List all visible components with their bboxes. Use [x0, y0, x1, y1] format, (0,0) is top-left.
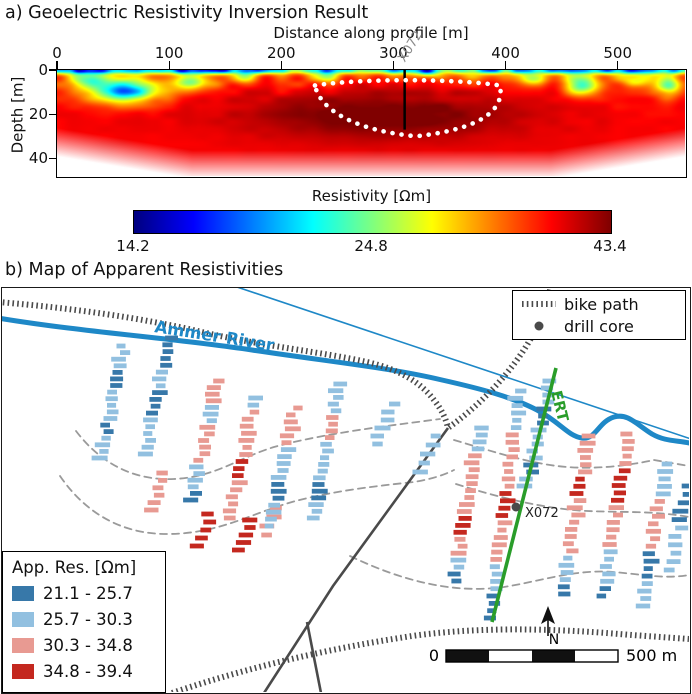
drill-core-id-label: X072 — [525, 506, 559, 521]
res-class-label: 34.8 - 39.4 — [43, 662, 133, 681]
drill-core-legend-row: drill core — [521, 315, 677, 337]
y-tick-label: 20 — [28, 105, 48, 124]
x-tick-label: 0 — [52, 44, 62, 62]
y-tick — [49, 157, 57, 160]
track-line — [305, 621, 323, 692]
res-class-row: 30.3 - 34.8 — [12, 636, 156, 655]
apparent-resistivity-legend: App. Res. [Ωm] 21.1 - 25.7 25.7 - 30.3 30.… — [2, 551, 166, 693]
x-tick — [56, 61, 58, 69]
north-arrow — [541, 606, 555, 624]
y-axis-label: Depth [m] — [8, 76, 27, 154]
x-axis-label: Distance along profile [m] — [273, 24, 469, 42]
colorbar-tick-label: 43.4 — [593, 237, 627, 255]
drill-core-marker — [511, 502, 521, 512]
drill-core-label: drill core — [564, 316, 634, 336]
north-label: N — [549, 632, 559, 648]
x-tick — [504, 61, 507, 69]
x-tick-label: 200 — [266, 44, 296, 62]
y-tick — [49, 69, 57, 71]
section-frame — [56, 69, 687, 178]
drill-core-icon — [534, 321, 544, 331]
res-class-row: 25.7 - 30.3 — [12, 610, 156, 629]
elevation-contour — [453, 439, 689, 469]
bike-path-legend-row: bike path — [521, 293, 677, 315]
y-tick-label: 40 — [28, 149, 48, 168]
map-symbol-legend: bike path drill core — [512, 290, 686, 340]
x-tick — [168, 61, 170, 69]
bike-path — [171, 626, 689, 692]
x-tick-label: 500 — [603, 44, 633, 62]
colorbar — [133, 210, 612, 234]
colorbar-label: Resistivity [Ωm] — [311, 187, 432, 205]
ert-profile-line — [490, 367, 558, 623]
panel-a-title: a) Geoelectric Resistivity Inversion Res… — [5, 3, 369, 23]
scale-bar-zero-label: 0 — [429, 646, 439, 665]
res-class-swatch — [12, 664, 34, 679]
res-class-label: 30.3 - 34.8 — [43, 636, 133, 655]
x-tick-label: 300 — [379, 44, 408, 62]
elevation-contour — [455, 483, 689, 518]
res-class-label: 25.7 - 30.3 — [43, 610, 133, 629]
x-tick — [617, 61, 619, 69]
x-tick — [280, 61, 282, 69]
y-tick — [49, 113, 57, 115]
x-tick — [392, 61, 395, 69]
bike-path-icon — [522, 301, 556, 307]
apparent-resistivity-strips — [91, 335, 689, 621]
res-legend-rows: 21.1 - 25.7 25.7 - 30.3 30.3 - 34.8 34.8 - … — [12, 584, 156, 681]
x-tick-label: 100 — [154, 44, 184, 62]
res-class-row: 34.8 - 39.4 — [12, 662, 156, 681]
res-class-row: 21.1 - 25.7 — [12, 584, 156, 603]
colorbar-tick-label: 24.8 — [354, 237, 388, 255]
elevation-contour — [59, 469, 455, 535]
res-class-swatch — [12, 612, 34, 627]
y-tick-label: 0 — [38, 61, 48, 79]
scale-bar — [445, 649, 619, 663]
res-legend-title: App. Res. [Ωm] — [12, 558, 137, 577]
colorbar-tick-label: 14.2 — [116, 237, 150, 255]
x-tick-label: 400 — [491, 44, 520, 62]
bike-path — [2, 299, 451, 429]
elevation-contour — [349, 555, 689, 590]
scale-bar-distance-label: 500 m — [626, 646, 677, 665]
res-class-label: 21.1 - 25.7 — [43, 584, 133, 603]
res-class-swatch — [12, 586, 34, 601]
res-class-swatch — [12, 638, 34, 653]
bike-path-label: bike path — [564, 294, 639, 314]
panel-b-title: b) Map of Apparent Resistivities — [5, 260, 284, 280]
track-line — [263, 427, 450, 692]
